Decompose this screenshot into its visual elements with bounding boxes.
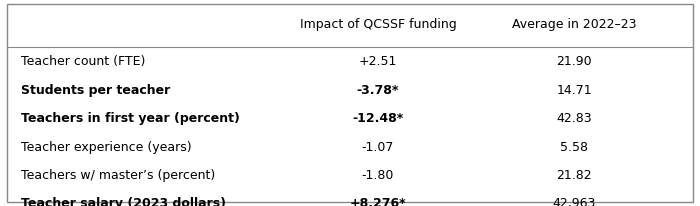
Text: Teacher experience (years): Teacher experience (years) bbox=[21, 140, 192, 154]
Text: 5.58: 5.58 bbox=[560, 140, 588, 154]
FancyBboxPatch shape bbox=[7, 4, 693, 202]
Text: +2.51: +2.51 bbox=[359, 55, 397, 68]
Text: Impact of QCSSF funding: Impact of QCSSF funding bbox=[300, 18, 456, 31]
Text: Teacher count (FTE): Teacher count (FTE) bbox=[21, 55, 146, 68]
Text: 21.82: 21.82 bbox=[556, 169, 592, 182]
Text: +8,276*: +8,276* bbox=[350, 197, 406, 206]
Text: -1.80: -1.80 bbox=[362, 169, 394, 182]
Text: -12.48*: -12.48* bbox=[352, 112, 404, 125]
Text: -1.07: -1.07 bbox=[362, 140, 394, 154]
Text: Teacher salary (2023 dollars): Teacher salary (2023 dollars) bbox=[21, 197, 226, 206]
Text: 42,963: 42,963 bbox=[552, 197, 596, 206]
Text: Teachers w/ master’s (percent): Teachers w/ master’s (percent) bbox=[21, 169, 216, 182]
Text: 42.83: 42.83 bbox=[556, 112, 592, 125]
Text: -3.78*: -3.78* bbox=[357, 84, 399, 97]
Text: Teachers in first year (percent): Teachers in first year (percent) bbox=[21, 112, 240, 125]
Text: 21.90: 21.90 bbox=[556, 55, 592, 68]
Text: 14.71: 14.71 bbox=[556, 84, 592, 97]
Text: Students per teacher: Students per teacher bbox=[21, 84, 170, 97]
Text: Average in 2022–23: Average in 2022–23 bbox=[512, 18, 636, 31]
